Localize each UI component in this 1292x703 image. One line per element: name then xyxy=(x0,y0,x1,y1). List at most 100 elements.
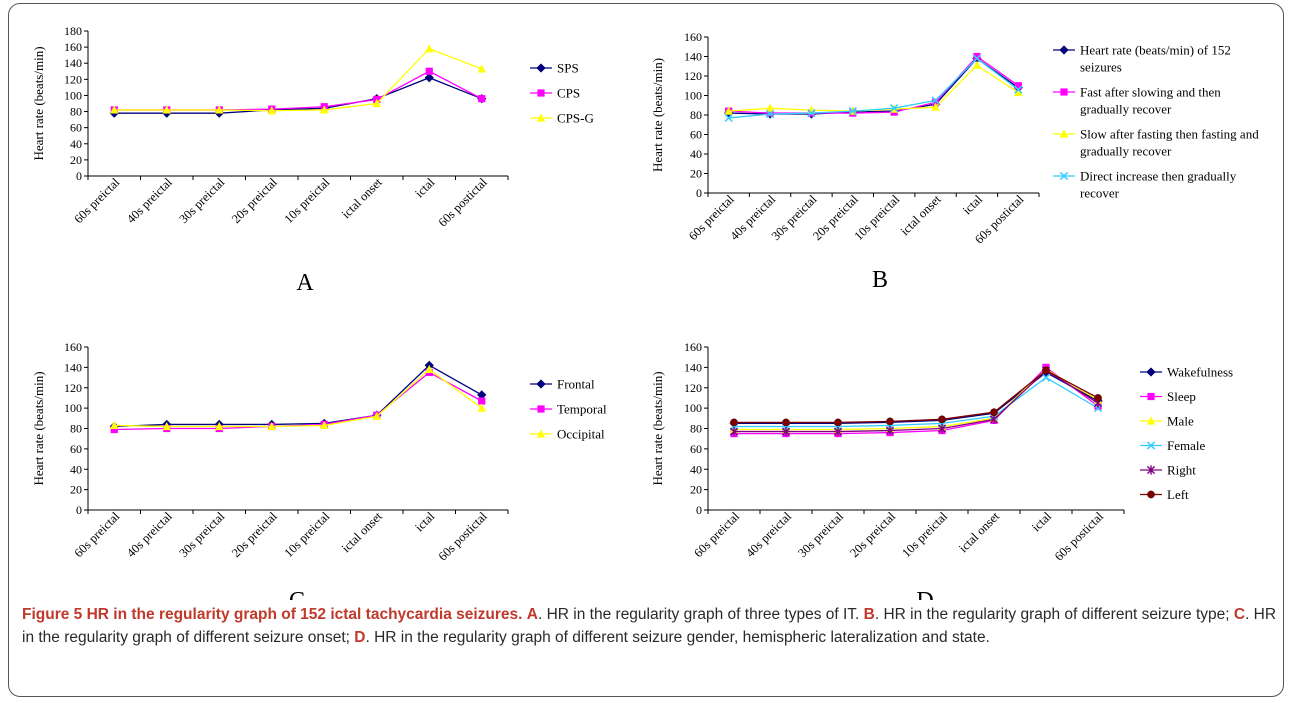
y-tick-label: 0 xyxy=(76,169,82,183)
x-tick-label: 20s preictal xyxy=(229,175,280,226)
data-point xyxy=(267,106,276,115)
y-tick-label: 0 xyxy=(696,186,702,200)
data-point xyxy=(765,103,775,112)
x-tick-label: ictal xyxy=(412,175,437,200)
y-tick-label: 140 xyxy=(64,56,82,70)
x-tick-label: 20s preictal xyxy=(229,509,280,560)
caption-text-c: . HR in the regularity graph of differen… xyxy=(22,606,1277,646)
figure-caption: Figure 5 HR in the regularity graph of 1… xyxy=(22,603,1282,649)
y-tick-label: 120 xyxy=(684,69,702,83)
legend-entry: Heart rate (beats/min) of 152 seizures xyxy=(1080,43,1231,75)
y-tick-label: 60 xyxy=(70,442,82,456)
series-line xyxy=(728,64,1019,112)
y-tick-label: 20 xyxy=(690,167,702,181)
y-tick-label: 160 xyxy=(684,340,702,354)
y-tick-label: 100 xyxy=(64,88,82,102)
series-3 xyxy=(110,44,486,115)
y-tick-label: 120 xyxy=(64,381,82,395)
data-point xyxy=(890,104,899,113)
data-point xyxy=(834,418,842,427)
data-point xyxy=(477,64,486,73)
y-tick-label: 140 xyxy=(684,360,702,374)
series-line xyxy=(114,77,482,114)
series-line xyxy=(114,371,483,431)
x-tick-label: 20s preictal xyxy=(847,509,898,560)
data-point xyxy=(424,73,434,83)
panel-label-a: A xyxy=(296,270,314,296)
figure-frame xyxy=(8,3,1284,697)
data-point xyxy=(730,418,738,427)
legend-marker xyxy=(1146,367,1156,377)
legend-marker xyxy=(1060,88,1068,96)
legend-entry: Occipital xyxy=(557,427,605,442)
x-tick-label: ictal xyxy=(1029,509,1054,534)
series-5 xyxy=(729,365,1103,437)
caption-tag-a: A xyxy=(526,606,538,623)
y-tick-label: 40 xyxy=(70,137,82,151)
data-point xyxy=(425,67,433,75)
y-tick-label: 60 xyxy=(690,128,702,142)
x-tick-label: ictal xyxy=(412,509,437,534)
y-tick-label: 20 xyxy=(690,483,702,497)
data-point xyxy=(1041,373,1051,382)
series-3 xyxy=(110,364,486,431)
y-tick-label: 100 xyxy=(684,89,702,103)
series-6 xyxy=(730,366,1102,427)
series-line xyxy=(728,55,1019,114)
legend-marker xyxy=(536,113,546,122)
data-point xyxy=(425,44,434,53)
y-tick-label: 40 xyxy=(690,147,702,161)
y-tick-label: 20 xyxy=(70,153,82,167)
data-point xyxy=(938,415,946,424)
y-tick-label: 80 xyxy=(70,422,82,436)
x-tick-label: 60s postictal xyxy=(436,509,491,564)
y-tick-label: 140 xyxy=(684,50,702,64)
series-line xyxy=(114,364,483,428)
legend-entry: CPS-G xyxy=(557,111,594,126)
data-point xyxy=(1042,366,1050,375)
data-point xyxy=(931,96,940,105)
legend-entry: Right xyxy=(1167,463,1196,478)
caption-tag-b: B xyxy=(863,606,875,623)
legend-entry: Direct increase then gradually recover xyxy=(1080,169,1237,201)
data-point xyxy=(989,414,999,424)
data-point xyxy=(807,108,816,118)
data-point xyxy=(425,364,434,374)
legend-entry: Slow after fasting then fasting and gradu… xyxy=(1080,127,1259,159)
y-tick-label: 0 xyxy=(696,503,702,517)
data-point xyxy=(1014,87,1023,97)
x-tick-label: ictal onset xyxy=(956,509,1002,555)
caption-text-d: . HR in the regularity graph of differen… xyxy=(365,629,990,646)
y-tick-label: 140 xyxy=(64,360,82,374)
data-point xyxy=(478,95,486,103)
data-point xyxy=(972,60,982,69)
data-point xyxy=(972,54,982,63)
x-tick-label: 30s preictal xyxy=(176,509,227,560)
data-point xyxy=(110,105,119,114)
legend-entry: Wakefulness xyxy=(1167,365,1233,380)
x-tick-label: ictal xyxy=(960,192,985,217)
data-point xyxy=(1014,82,1022,90)
legend-entry: Female xyxy=(1167,438,1205,453)
series-4 xyxy=(724,54,1023,123)
legend-entry: Fast after slowing and then gradually rec… xyxy=(1080,85,1221,117)
x-tick-label: 10s preictal xyxy=(851,192,902,243)
x-tick-label: 30s preictal xyxy=(795,509,846,560)
panel-label-d: D xyxy=(916,588,933,600)
y-tick-label: 160 xyxy=(64,40,82,54)
x-tick-label: 40s preictal xyxy=(124,175,175,226)
data-point xyxy=(765,109,775,119)
data-point xyxy=(478,397,486,405)
y-tick-label: 80 xyxy=(70,105,82,119)
legend-marker xyxy=(1146,465,1156,475)
data-point xyxy=(848,106,857,116)
x-tick-label: 40s preictal xyxy=(743,509,794,560)
data-point xyxy=(973,52,981,61)
x-tick-label: 30s preictal xyxy=(176,175,227,226)
legend-entry: CPS xyxy=(557,86,580,101)
data-point xyxy=(931,98,940,106)
y-axis-label: Heart rate (beats/min) xyxy=(31,46,46,160)
